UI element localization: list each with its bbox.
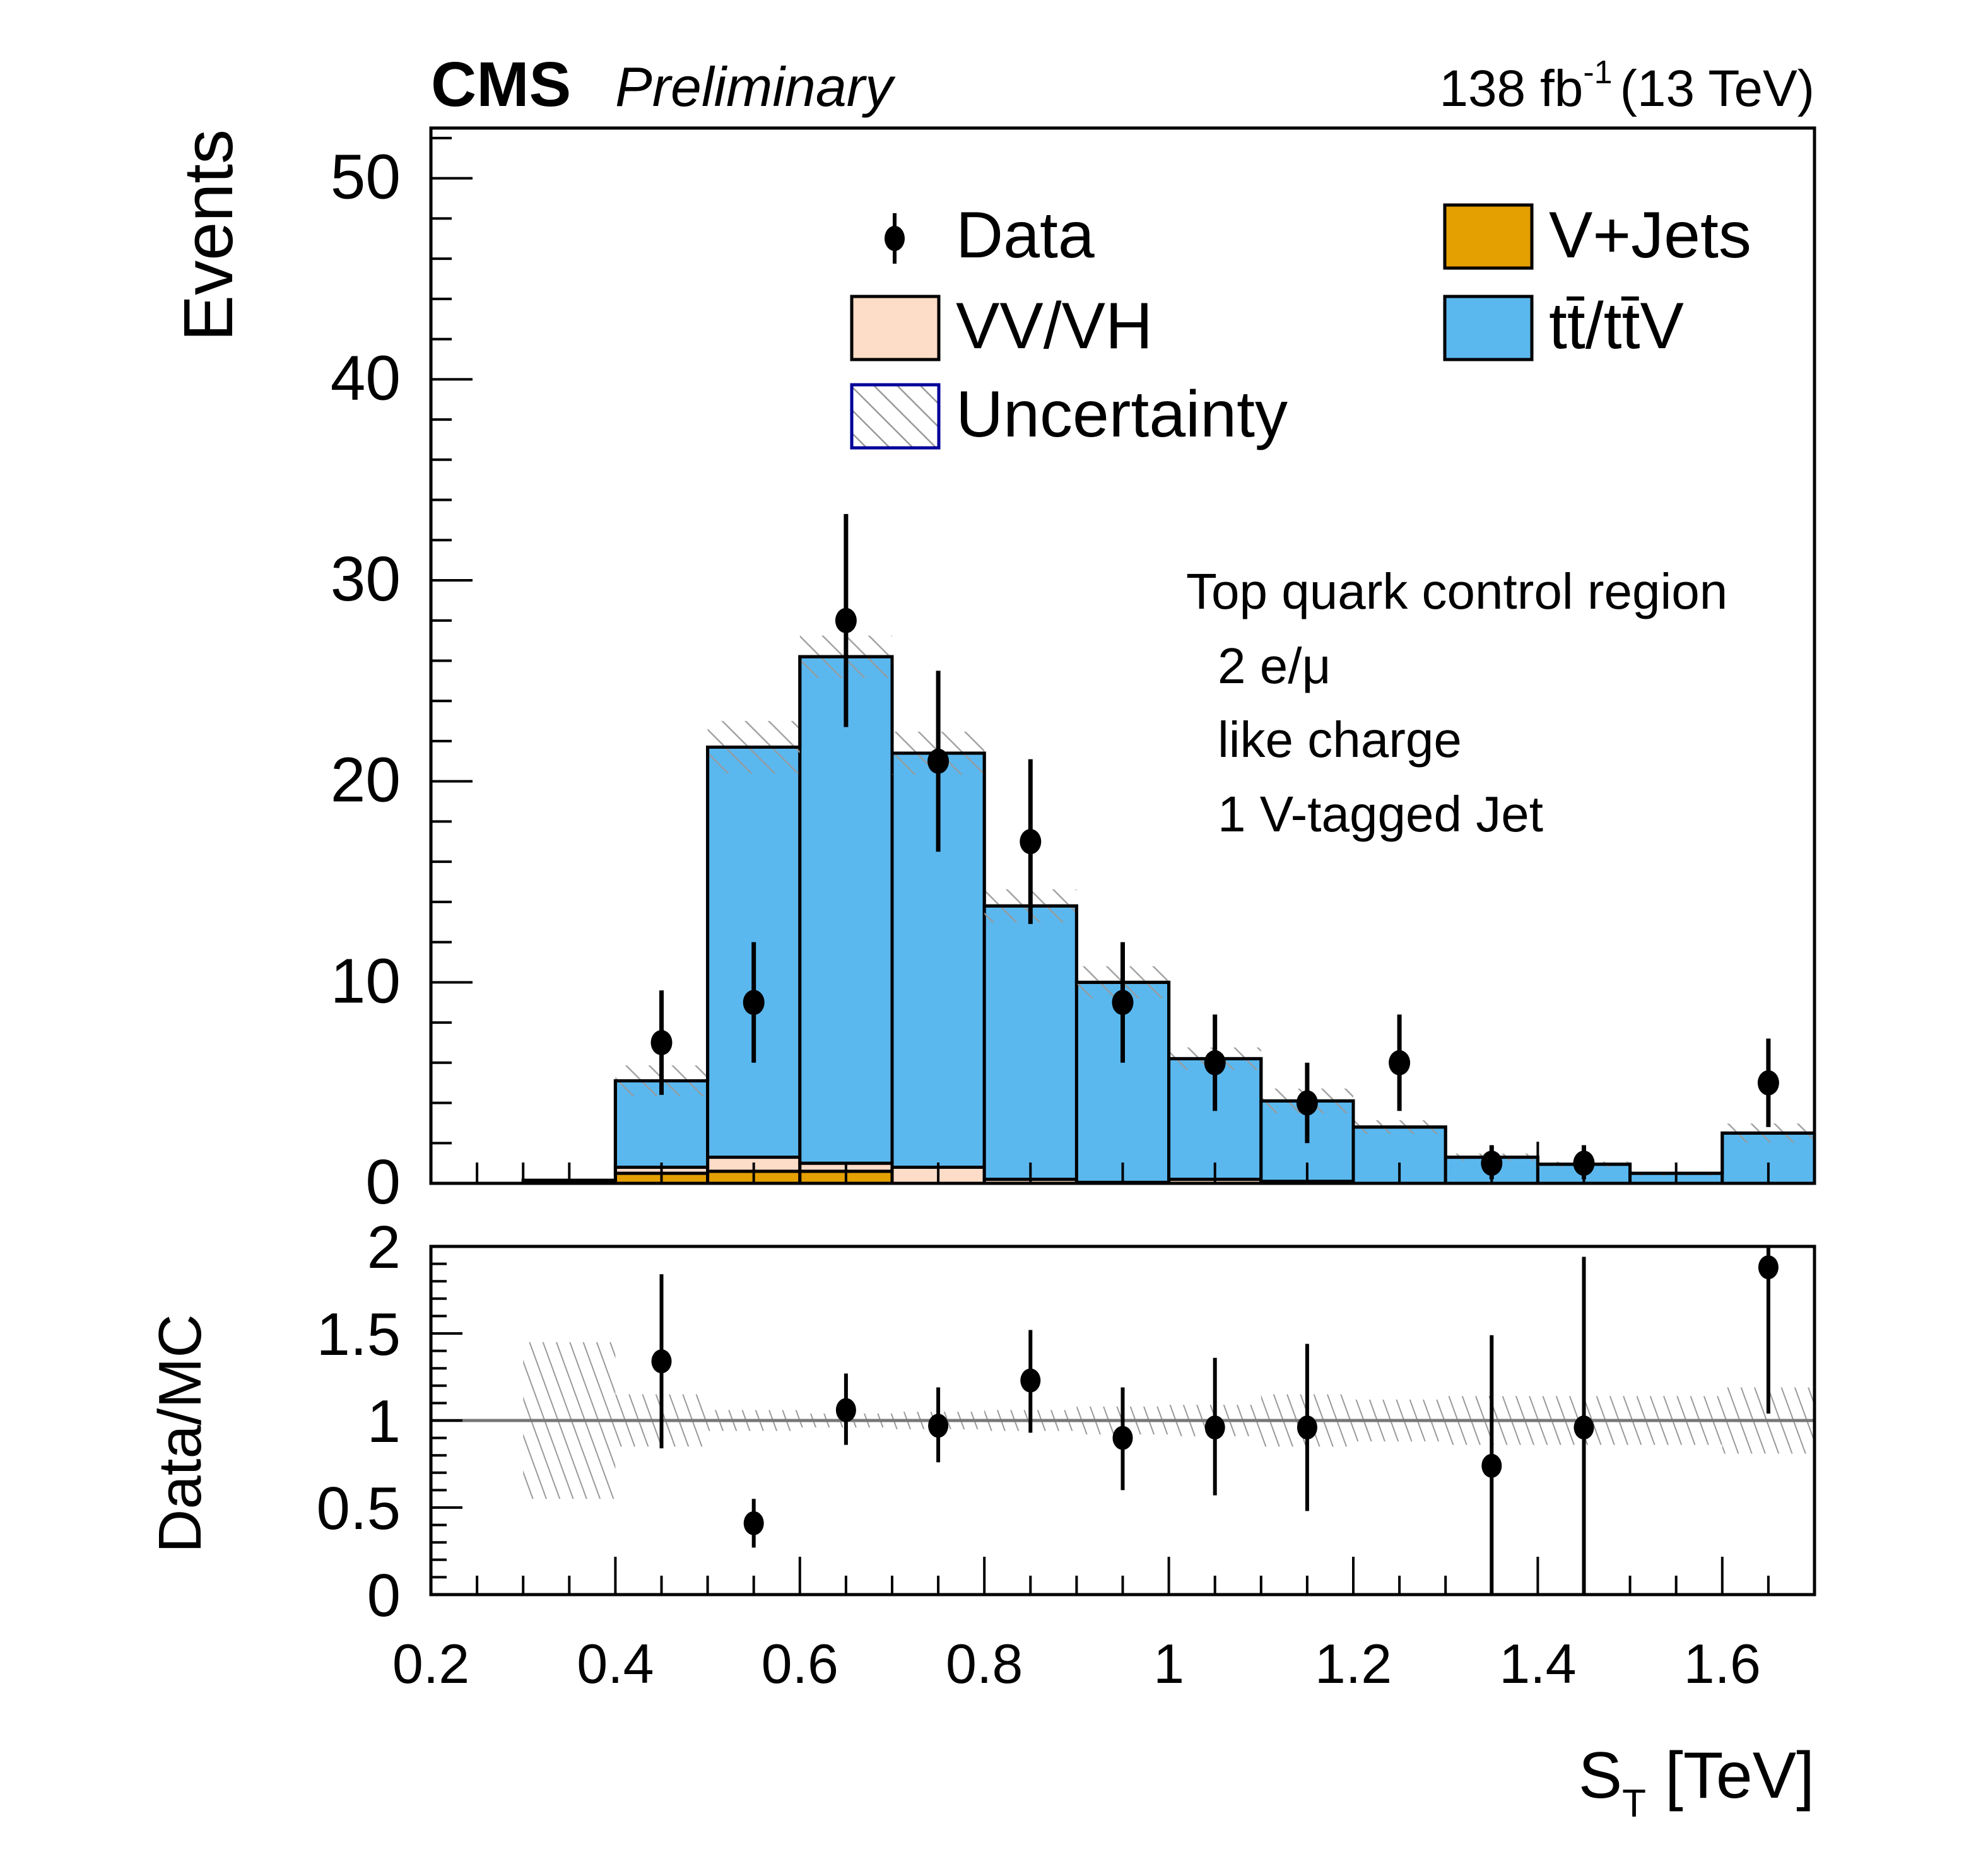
x-tick-label: 1.4 (1499, 1632, 1576, 1695)
lumi-exponent: -1 (1583, 54, 1612, 91)
energy-label: (13 TeV) (1620, 60, 1814, 117)
legend-swatch-ttbar (1443, 295, 1534, 361)
data-point (743, 990, 765, 1016)
ratio-point (1204, 1415, 1225, 1440)
ratio-point (651, 1349, 672, 1374)
legend-item-ttbar: tt̄/tt̄V (1443, 290, 1684, 363)
x-tick-label: 0.8 (946, 1632, 1023, 1695)
ratio-point (928, 1414, 949, 1438)
legend: Data V+Jets VV/VH tt̄/tt̄V Uncertainty (850, 199, 1751, 451)
preliminary-label: Preliminary (615, 56, 896, 118)
legend-label-ttbar: tt̄/tt̄V (1549, 290, 1684, 363)
data-point (650, 1029, 673, 1055)
legend-swatch-vjets (1443, 203, 1534, 270)
ratio-point (1758, 1255, 1779, 1280)
ratio-point (1112, 1426, 1133, 1450)
ratio-axes: 0 0.5 1 1.5 2 0.2 0.4 0.6 0.8 1 1.2 1.4 1.6 (317, 1214, 1816, 1695)
x-axis-title-main: S (1579, 1739, 1622, 1812)
bar-ttbar (798, 655, 894, 1165)
x-axis-title-unit: [TeV] (1665, 1739, 1814, 1812)
data-point (835, 607, 857, 633)
y-tick-label: 40 (331, 343, 401, 413)
legend-label-vjets: V+Jets (1549, 199, 1751, 272)
ratio-point (1481, 1453, 1502, 1478)
region-annotation: Top quark control region 2 e/μ like char… (1186, 563, 1727, 842)
data-points (650, 513, 1779, 1180)
legend-label-uncertainty: Uncertainty (956, 378, 1288, 451)
cms-label: CMS (431, 49, 571, 120)
lumi-value: 138 fb (1439, 60, 1583, 117)
x-tick-label: 0.4 (577, 1632, 654, 1695)
data-point (1389, 1050, 1411, 1075)
x-axis-title: ST [TeV] (1579, 1739, 1814, 1825)
annotation-line-4: 1 V-tagged Jet (1218, 786, 1543, 842)
main-axes: 0 10 20 30 40 50 (331, 126, 1816, 1217)
data-point (1204, 1050, 1226, 1075)
legend-item-vv: VV/VH (850, 290, 1153, 363)
data-point (1296, 1090, 1318, 1116)
ratio-point (1573, 1415, 1594, 1440)
x-tick-label: 1.6 (1684, 1632, 1761, 1695)
legend-swatch-vv (850, 295, 941, 361)
ratio-y-tick-label: 0.5 (317, 1475, 401, 1542)
x-tick-label: 0.2 (392, 1632, 469, 1695)
ratio-y-tick-label: 0 (367, 1562, 401, 1629)
lumi-label: 138 fb-1 (13 TeV) (1439, 54, 1814, 117)
ratio-point (1020, 1368, 1041, 1393)
x-tick-label: 1 (1153, 1632, 1184, 1695)
legend-data-marker (885, 226, 905, 251)
annotation-line-3: like charge (1218, 712, 1462, 768)
legend-swatch-uncertainty (850, 383, 941, 450)
legend-item-vjets: V+Jets (1443, 199, 1751, 272)
ratio-points (651, 1246, 1779, 1595)
ratio-point (835, 1398, 856, 1422)
ratio-point (1297, 1415, 1317, 1440)
y-tick-label: 50 (331, 142, 401, 213)
y-tick-label: 20 (331, 745, 401, 816)
legend-item-data: Data (885, 199, 1095, 272)
y-axis-title: Events (170, 129, 247, 341)
data-point (1112, 990, 1134, 1016)
y-tick-label: 30 (331, 544, 401, 614)
legend-item-uncertainty: Uncertainty (850, 378, 1288, 451)
annotation-line-2: 2 e/μ (1218, 638, 1331, 694)
x-axis-title-sub: T (1622, 1782, 1646, 1825)
data-point (1757, 1070, 1779, 1096)
ratio-point (743, 1511, 764, 1535)
ratio-y-tick-label: 1 (367, 1388, 401, 1455)
ratio-y-tick-label: 1.5 (317, 1301, 401, 1368)
x-tick-label: 1.2 (1315, 1632, 1392, 1695)
x-tick-label: 0.6 (762, 1632, 838, 1695)
ratio-y-tick-label: 2 (367, 1214, 401, 1281)
legend-label-vv: VV/VH (956, 290, 1153, 363)
bar-ttbar (982, 904, 1078, 1181)
y-tick-label: 10 (331, 946, 401, 1016)
annotation-line-1: Top quark control region (1186, 563, 1727, 619)
data-point (1020, 829, 1042, 855)
data-point (927, 748, 950, 774)
y-tick-label: 0 (365, 1147, 401, 1217)
legend-label-data: Data (956, 199, 1095, 272)
ratio-y-axis-title: Data/MC (146, 1314, 214, 1553)
